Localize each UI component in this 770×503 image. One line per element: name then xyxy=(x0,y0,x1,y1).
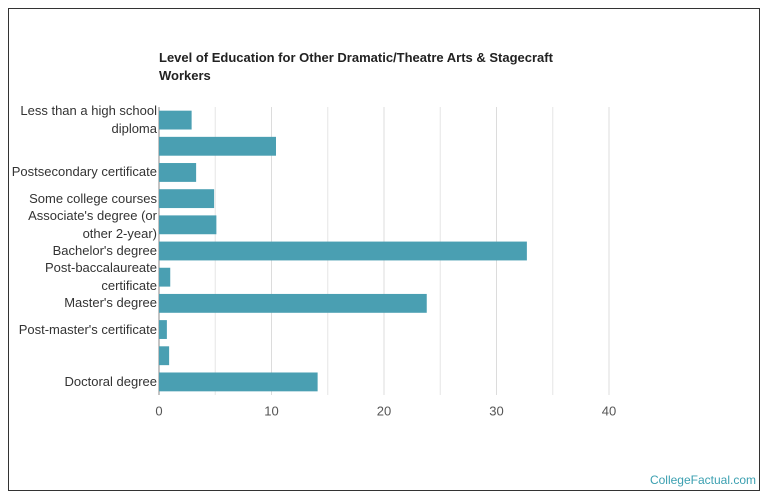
y-tick-label: Doctoral degree xyxy=(64,373,158,389)
bar xyxy=(159,189,215,209)
y-tick-label: Associate's degree (or other 2-year) xyxy=(28,207,157,241)
bar xyxy=(159,320,167,339)
bar xyxy=(159,110,192,130)
bar xyxy=(159,215,217,235)
y-tick-label: Postsecondary certificate xyxy=(11,164,157,180)
y-tick-label: Post-baccalaureate certificate xyxy=(44,260,157,294)
y-tick-label: Bachelor's degree xyxy=(52,243,157,258)
x-tick-label: 30 xyxy=(489,403,503,418)
bar xyxy=(159,163,197,182)
chart-title: Level of Education for Other Dramatic/Th… xyxy=(159,50,553,83)
y-tick-label: Master's degree xyxy=(64,295,157,311)
bar xyxy=(159,346,170,366)
x-tick-label: 20 xyxy=(377,403,391,418)
source-link[interactable]: CollegeFactual.com xyxy=(649,473,756,487)
bar xyxy=(159,293,427,313)
bar xyxy=(159,136,276,156)
frame xyxy=(8,8,760,491)
y-tick-label: Less than a high school diploma xyxy=(20,103,157,137)
x-tick-label: 0 xyxy=(155,403,162,418)
y-tick-label: Post-master's certificate xyxy=(18,321,157,337)
y-tick-label: Some college courses xyxy=(29,190,157,206)
x-tick-label: 10 xyxy=(264,403,278,418)
bar xyxy=(159,241,527,261)
bar xyxy=(159,267,171,287)
x-tick-label: 40 xyxy=(602,403,616,418)
bar xyxy=(159,372,318,392)
